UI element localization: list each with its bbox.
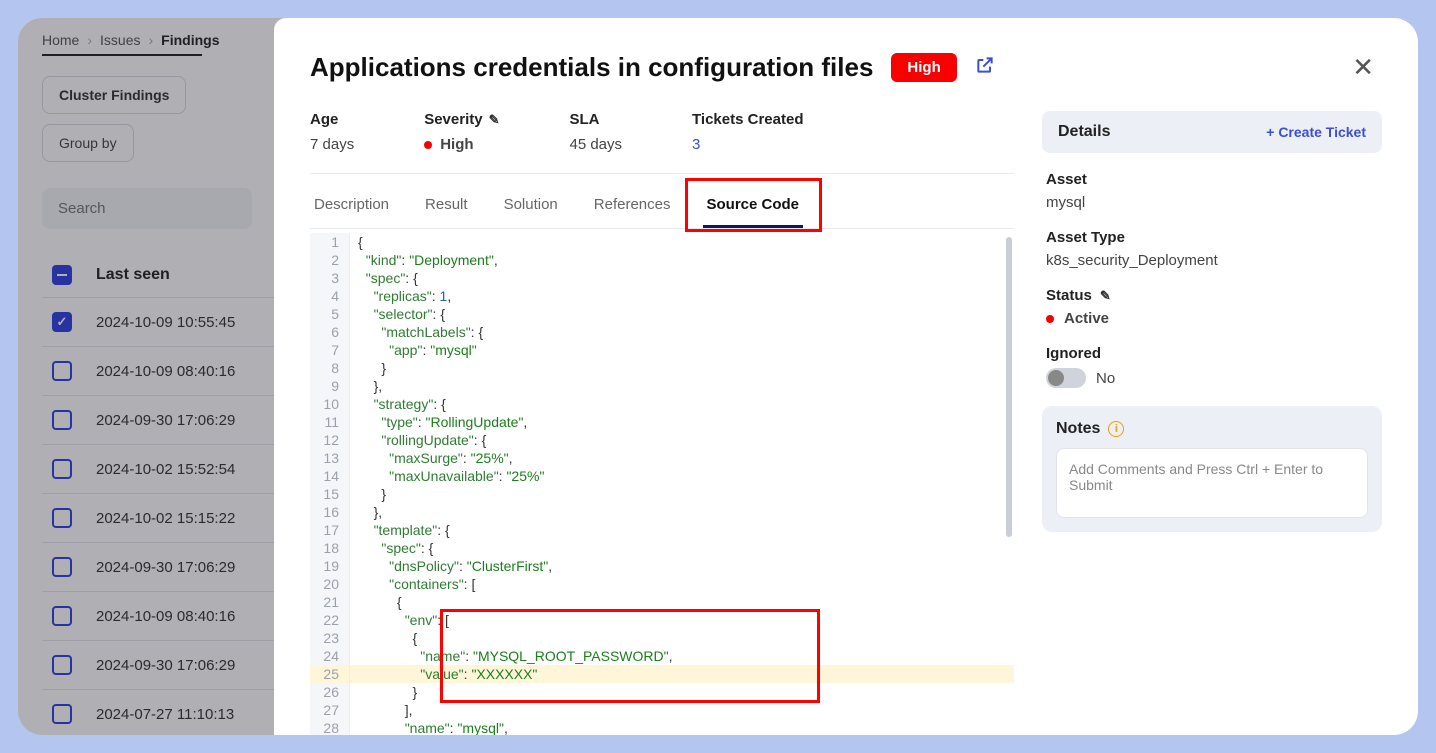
asset-type-value: k8s_security_Deployment (1046, 252, 1378, 269)
code-line: 11 "type": "RollingUpdate", (310, 413, 1014, 431)
tab-description[interactable]: Description (310, 184, 393, 228)
annotation-redbox (440, 609, 820, 703)
code-line: 19 "dnsPolicy": "ClusterFirst", (310, 557, 1014, 575)
code-line: 12 "rollingUpdate": { (310, 431, 1014, 449)
code-line: 10 "strategy": { (310, 395, 1014, 413)
severity-label: Severity (424, 111, 482, 128)
info-icon[interactable]: i (1108, 421, 1124, 437)
age-value: 7 days (310, 136, 354, 153)
severity-pill: High (891, 53, 956, 82)
code-line: 16 }, (310, 503, 1014, 521)
code-line: 8 } (310, 359, 1014, 377)
code-line: 20 "containers": [ (310, 575, 1014, 593)
code-line: 4 "replicas": 1, (310, 287, 1014, 305)
modal-title: Applications credentials in configuratio… (310, 52, 873, 83)
code-line: 5 "selector": { (310, 305, 1014, 323)
code-line: 9 }, (310, 377, 1014, 395)
ignored-label: Ignored (1046, 345, 1378, 362)
notes-input[interactable]: Add Comments and Press Ctrl + Enter to S… (1056, 448, 1368, 518)
code-line: 1{ (310, 233, 1014, 251)
sla-label: SLA (569, 111, 622, 128)
tab-solution[interactable]: Solution (500, 184, 562, 228)
close-icon[interactable]: ✕ (1344, 48, 1382, 87)
tab-source-code[interactable]: Source Code (703, 184, 804, 228)
age-label: Age (310, 111, 354, 128)
scrollbar[interactable] (1006, 237, 1012, 537)
status-value: Active (1064, 310, 1109, 327)
code-line: 13 "maxSurge": "25%", (310, 449, 1014, 467)
detail-tabs: Description Result Solution References S… (310, 184, 1014, 229)
asset-type-label: Asset Type (1046, 229, 1378, 246)
code-line: 18 "spec": { (310, 539, 1014, 557)
tickets-label: Tickets Created (692, 111, 803, 128)
severity-dot-icon (424, 141, 432, 149)
status-label: Status (1046, 287, 1092, 304)
severity-value: High (440, 136, 473, 153)
source-code-viewer[interactable]: 1{2 "kind": "Deployment",3 "spec": {4 "r… (310, 233, 1014, 735)
code-line: 6 "matchLabels": { (310, 323, 1014, 341)
edit-icon[interactable]: ✎ (1100, 288, 1111, 304)
asset-label: Asset (1046, 171, 1378, 188)
code-line: 15 } (310, 485, 1014, 503)
tickets-value[interactable]: 3 (692, 136, 803, 153)
tab-references[interactable]: References (590, 184, 675, 228)
ignored-value: No (1096, 370, 1115, 387)
external-link-icon[interactable] (975, 55, 995, 80)
notes-label: Notes (1056, 420, 1100, 438)
edit-icon[interactable]: ✎ (489, 112, 500, 128)
sla-value: 45 days (569, 136, 622, 153)
code-line: 17 "template": { (310, 521, 1014, 539)
code-line: 2 "kind": "Deployment", (310, 251, 1014, 269)
code-line: 14 "maxUnavailable": "25%" (310, 467, 1014, 485)
details-heading: Details (1058, 123, 1110, 141)
code-line: 28 "name": "mysql", (310, 719, 1014, 735)
status-dot-icon (1046, 315, 1054, 323)
asset-value: mysql (1046, 194, 1378, 211)
code-line: 7 "app": "mysql" (310, 341, 1014, 359)
code-line: 3 "spec": { (310, 269, 1014, 287)
ignored-toggle[interactable] (1046, 368, 1086, 388)
tab-result[interactable]: Result (421, 184, 472, 228)
create-ticket-button[interactable]: + Create Ticket (1266, 124, 1366, 140)
code-line: 27 ], (310, 701, 1014, 719)
finding-detail-modal: Applications credentials in configuratio… (274, 18, 1418, 735)
